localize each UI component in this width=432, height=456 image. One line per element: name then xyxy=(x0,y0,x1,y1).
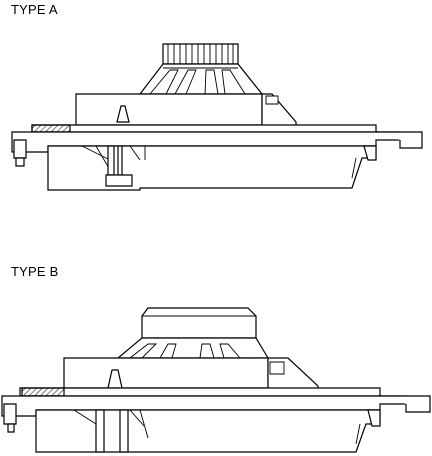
type-b-basket-frame xyxy=(116,337,270,359)
type-a-basket-frame xyxy=(138,63,264,95)
type-b-label: TYPE B xyxy=(11,264,59,279)
type-a-label: TYPE A xyxy=(11,2,58,17)
type-b-speaker-diagram xyxy=(1,307,431,453)
type-b-top-cap xyxy=(141,307,257,339)
type-a-lower-body xyxy=(47,145,377,191)
type-b-lower-body xyxy=(35,409,381,453)
type-a-speaker-diagram xyxy=(11,43,423,191)
type-a-ribbed-cap xyxy=(162,43,239,65)
type-b-main-flange xyxy=(1,387,431,433)
